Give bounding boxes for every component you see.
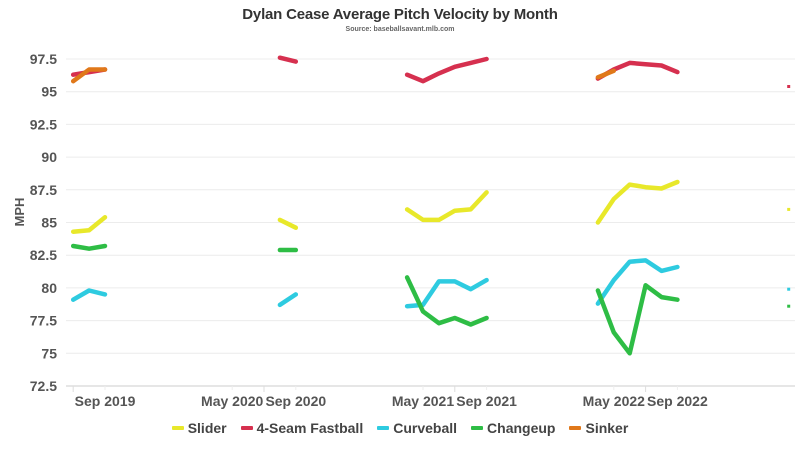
data-point-changeup: [787, 304, 791, 308]
series-lines: [70, 55, 791, 356]
legend-item-slider[interactable]: Slider: [171, 420, 227, 436]
data-point-curveball: [787, 287, 791, 291]
series-line-slider: [277, 217, 299, 230]
gridlines: [66, 58, 795, 387]
y-axis-ticks: 97.5 95 92.5 90 87.5 85 82.5 80 77.5 75 72.5: [30, 51, 57, 394]
series-4-seam-fastball: [70, 55, 791, 88]
y-tick-label: 97.5: [30, 51, 57, 67]
legend-item-changeup[interactable]: Changeup: [471, 420, 555, 436]
x-tick-label: Sep 2022: [647, 393, 708, 409]
legend-label: Slider: [187, 420, 227, 436]
series-sinker: [70, 67, 617, 84]
x-axis: Sep 2019 May 2020 Sep 2020 May 2021 Sep 2021…: [72, 386, 708, 409]
legend-label: Sinker: [585, 420, 629, 436]
series-line-curveball: [595, 258, 680, 306]
x-tick-label: Sep 2020: [265, 393, 326, 409]
series-line-4-seam-fastball: [277, 55, 299, 64]
legend: Slider 4-Seam Fastball Curveball Changeup Si…: [0, 420, 800, 436]
series-line-sinker: [70, 67, 108, 84]
y-tick-label: 80: [41, 280, 57, 296]
series-line-changeup: [404, 275, 489, 327]
series-line-slider: [595, 179, 680, 225]
chart-title: Dylan Cease Average Pitch Velocity by Mo…: [242, 6, 558, 23]
series-slider: [70, 179, 791, 234]
series-line-slider: [70, 215, 108, 234]
x-tick-label: May 2021: [392, 393, 454, 409]
y-tick-label: 72.5: [30, 378, 57, 394]
legend-swatch-icon: [569, 426, 582, 430]
series-curveball: [70, 258, 791, 309]
x-tick-label: Sep 2019: [75, 393, 136, 409]
series-line-curveball: [277, 292, 299, 308]
y-tick-label: 82.5: [30, 247, 57, 263]
y-axis-label: MPH: [12, 198, 27, 227]
y-tick-label: 87.5: [30, 182, 57, 198]
legend-item-curveball[interactable]: Curveball: [377, 420, 457, 436]
chart-subtitle: Source: baseballsavant.mlb.com: [345, 26, 455, 33]
y-tick-label: 85: [41, 215, 57, 231]
data-point-4-seam-fastball: [787, 85, 791, 88]
series-line-changeup: [595, 283, 680, 356]
series-changeup: [70, 243, 791, 356]
x-tick-label: May 2022: [583, 393, 645, 409]
series-line-sinker: [595, 68, 617, 80]
legend-swatch-icon: [471, 426, 484, 430]
legend-swatch-icon: [171, 426, 184, 430]
legend-label: 4-Seam Fastball: [256, 420, 364, 436]
series-line-slider: [404, 190, 489, 223]
y-tick-label: 95: [41, 84, 57, 100]
x-tick-label: Sep 2021: [456, 393, 517, 409]
y-tick-label: 92.5: [30, 116, 57, 132]
series-line-4-seam-fastball: [404, 56, 489, 84]
legend-item-sinker[interactable]: Sinker: [569, 420, 628, 436]
x-tick-label: May 2020: [201, 393, 263, 409]
data-point-slider: [787, 207, 791, 211]
y-tick-label: 75: [41, 345, 57, 361]
legend-label: Curveball: [393, 420, 458, 436]
legend-swatch-icon: [377, 426, 390, 430]
series-line-curveball: [70, 288, 108, 302]
legend-item-4-seam-fastball[interactable]: 4-Seam Fastball: [240, 420, 364, 436]
legend-label: Changeup: [487, 420, 556, 436]
y-tick-label: 90: [41, 149, 57, 165]
y-tick-label: 77.5: [30, 313, 57, 329]
legend-swatch-icon: [240, 426, 253, 430]
series-line-changeup: [70, 243, 108, 251]
